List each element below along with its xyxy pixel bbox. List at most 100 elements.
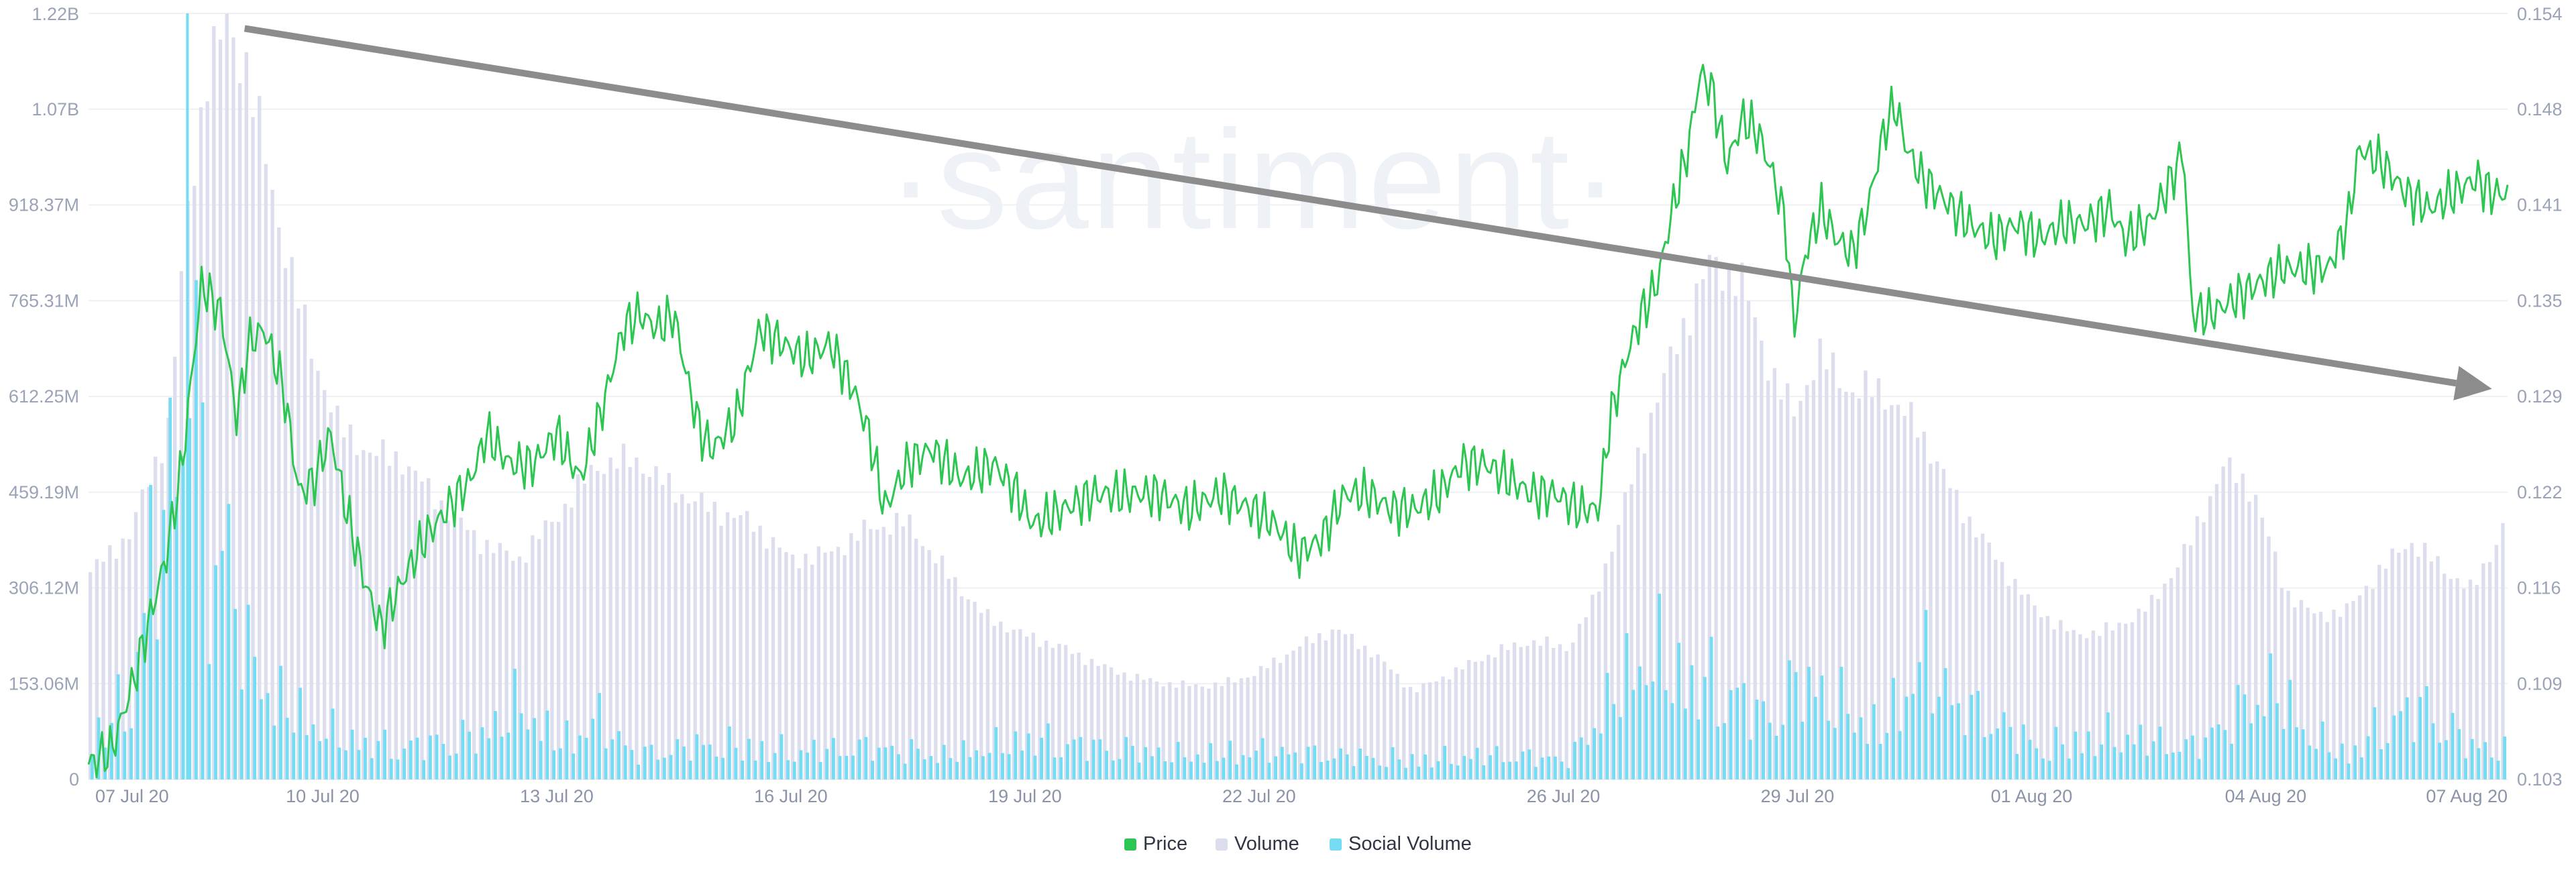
social-volume-bar [2216, 724, 2220, 779]
volume-bar [1389, 669, 1393, 779]
volume-bar [258, 96, 262, 780]
volume-bar [2000, 561, 2004, 779]
volume-bar [1116, 674, 1120, 779]
volume-bar [2338, 616, 2343, 779]
volume-bar [1311, 643, 1315, 779]
social-volume-bar [1345, 754, 1349, 779]
volume-bar [1935, 461, 1939, 779]
volume-bar [797, 568, 801, 779]
social-volume-bar [2021, 724, 2025, 779]
social-volume-bar [364, 737, 367, 779]
volume-bar [199, 107, 203, 779]
social-volume-bar [1833, 728, 1837, 779]
social-volume-bar [877, 747, 881, 779]
social-volume-bar [350, 729, 354, 779]
social-volume-bar [1274, 756, 1277, 779]
volume-bar [1733, 296, 1737, 779]
social-volume-bar [2301, 729, 2305, 779]
social-volume-bar [1170, 762, 1173, 779]
volume-bar [2052, 629, 2056, 779]
left-tick-label: 0 [69, 769, 79, 789]
volume-bar [362, 450, 366, 779]
social-volume-bar [1195, 754, 1199, 779]
social-volume-bar [630, 750, 634, 779]
volume-bar [2377, 565, 2381, 779]
social-volume-bar [558, 748, 562, 779]
social-volume-series [90, 13, 2507, 779]
volume-bar [531, 535, 535, 779]
volume-bar [973, 602, 977, 779]
volume-bar [1213, 682, 1218, 779]
volume-bar [1473, 661, 1478, 779]
volume-bar [985, 609, 990, 779]
volume-bar [2299, 600, 2304, 779]
volume-bar [2006, 586, 2010, 779]
volume-bar [550, 522, 554, 779]
volume-bar [1532, 640, 1536, 779]
social-volume-bar [253, 657, 257, 779]
volume-bar [2013, 579, 2017, 779]
social-volume-bar [922, 759, 926, 779]
social-volume-bar [2236, 685, 2240, 779]
social-volume-bar [623, 745, 627, 779]
volume-bar [966, 599, 970, 779]
volume-bar [1318, 633, 1322, 779]
social-volume-bar [806, 753, 810, 779]
social-volume-bar [402, 749, 407, 779]
social-volume-bar [773, 753, 777, 779]
social-volume-bar [1254, 751, 1258, 779]
volume-bar [2202, 522, 2206, 779]
volume-bar [1837, 388, 1841, 779]
social-volume-bar [2028, 739, 2032, 779]
social-volume-bar [1605, 673, 1609, 779]
volume-bar [2397, 552, 2401, 779]
volume-bar [751, 531, 756, 779]
volume-bar [1395, 673, 1399, 779]
volume-bar [1220, 686, 1224, 779]
volume-bar [1538, 645, 1542, 779]
social-volume-bar [2424, 686, 2428, 779]
volume-bar [2429, 561, 2434, 779]
social-volume-bar [1625, 633, 1629, 779]
social-volume-bar [519, 713, 523, 779]
volume-bar [790, 554, 795, 779]
volume-bar [1909, 402, 1913, 779]
volume-bar [1499, 644, 1503, 779]
volume-bar [1668, 346, 1672, 779]
social-volume-bar [831, 738, 835, 779]
social-volume-bar [1299, 763, 1303, 779]
social-volume-bar [376, 741, 380, 779]
volume-bar [524, 562, 528, 779]
volume-bar [89, 572, 93, 779]
social-volume-bar [480, 727, 484, 779]
social-volume-bar [1924, 610, 1928, 779]
social-volume-bar [1846, 714, 1850, 779]
social-volume-bar [181, 455, 185, 779]
volume-bar [459, 517, 463, 779]
volume-bar [2358, 595, 2362, 779]
social-volume-bar [1631, 690, 1635, 779]
volume-bar [2026, 594, 2031, 779]
volume-bar [940, 555, 945, 779]
volume-bar [108, 545, 112, 779]
volume-bar [1707, 255, 1712, 779]
social-volume-bar [1065, 744, 1069, 779]
social-volume-bar [1892, 677, 1895, 779]
social-volume-bar [1931, 713, 1935, 779]
social-volume-bar [981, 756, 985, 779]
volume-bar [2098, 636, 2102, 779]
volume-bar [1603, 563, 1607, 779]
social-volume-bar [1326, 760, 1330, 779]
volume-bar [758, 525, 762, 779]
social-volume-bar [2399, 711, 2402, 779]
x-tick-label: 16 Jul 20 [754, 786, 828, 806]
volume-bar [1064, 645, 1068, 779]
volume-bar [1350, 634, 1354, 779]
volume-bar [1636, 447, 1640, 779]
legend-item-volume: Volume [1216, 833, 1299, 855]
social-volume-bar [1547, 756, 1551, 779]
volume-bar [635, 457, 639, 779]
volume-bar [153, 456, 158, 779]
volume-bar [1122, 672, 1126, 779]
volume-bar [1415, 692, 1419, 779]
